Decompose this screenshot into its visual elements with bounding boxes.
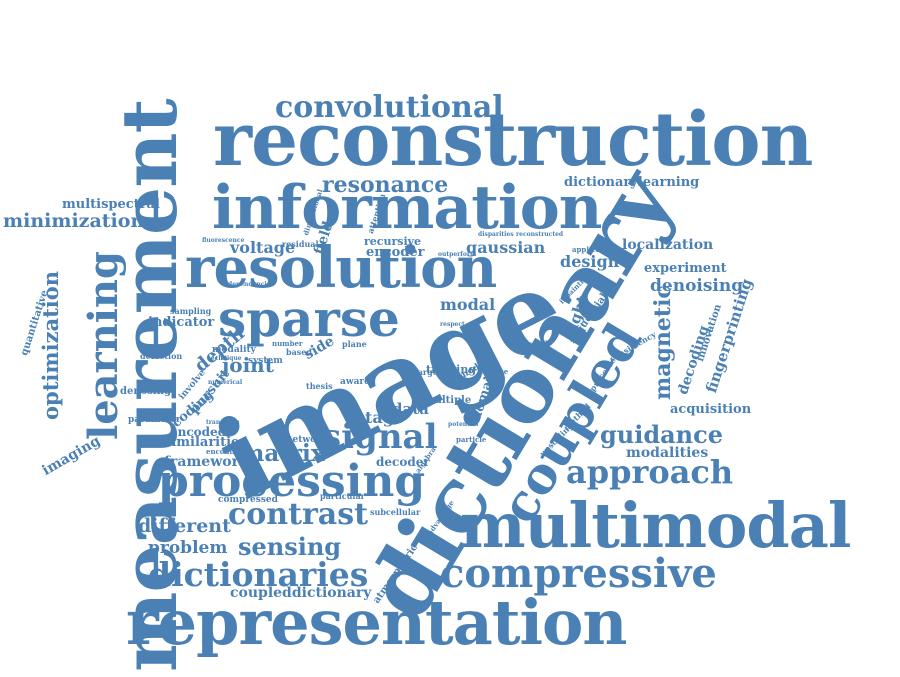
word-aware: aware <box>340 377 370 387</box>
word-multimodal: multimodal <box>460 489 851 562</box>
word-sensing: sensing <box>238 532 342 561</box>
word-application: application <box>572 245 617 254</box>
word-compressed: compressed <box>218 495 278 505</box>
word-particle: particle <box>456 435 487 444</box>
word-recursive: recursive <box>364 235 422 248</box>
word-multiple: multiple <box>424 395 472 406</box>
word-based: based <box>286 347 312 357</box>
word-guidance: guidance <box>600 420 724 449</box>
word-signal: signal <box>322 417 438 457</box>
word-contrast: contrast <box>228 497 368 532</box>
word-similarities: similarities <box>164 435 247 450</box>
word-potential: potential <box>448 421 479 428</box>
word-sparse: sparse <box>218 289 400 348</box>
word-representation: representation <box>126 586 627 659</box>
word-subcellular: subcellular <box>370 507 421 517</box>
word-problem: problem <box>148 538 228 558</box>
word-framework: framework <box>164 454 249 470</box>
word-compressive: compressive <box>440 550 717 597</box>
word-matrix: matrix <box>240 440 325 467</box>
word-different: different <box>138 515 231 537</box>
word-acquisition: acquisition <box>670 402 752 417</box>
word-plane: plane <box>342 339 367 349</box>
word-stage: stage <box>356 408 405 427</box>
word-respect: respect <box>440 321 465 328</box>
word-resolution: resolution <box>185 235 497 301</box>
word-minimization: minimization <box>3 210 145 232</box>
word-transform: transform <box>206 419 240 426</box>
word-denoising: denoising <box>650 276 744 296</box>
word-induced: induced <box>512 339 548 349</box>
word-fluorescence: fluorescence <box>202 237 245 244</box>
word-detection: detection <box>140 351 183 361</box>
word-data: data <box>392 400 429 418</box>
word-learning: learning <box>80 251 127 440</box>
word-denosing: denosing <box>120 386 171 397</box>
word-localization: localization <box>622 237 714 253</box>
word-decoder: decoder <box>376 455 430 469</box>
word-modality: modality <box>212 345 256 355</box>
word-indicator: indicator <box>148 315 215 330</box>
word-gaussian: gaussian <box>466 238 546 257</box>
word-target: target <box>414 367 442 377</box>
word-dictionarylearning: dictionarylearning <box>564 175 700 190</box>
word-residual: residual <box>282 239 319 249</box>
word-joint: joint <box>222 353 274 377</box>
word-numerical: numerical <box>208 379 243 386</box>
word-sampling: sampling <box>170 306 212 316</box>
word-outperform: outperform <box>438 251 477 258</box>
word-encoding: encoding <box>206 447 243 456</box>
word-processing: processing <box>158 456 426 507</box>
word-magnetic: magnetic <box>650 285 676 400</box>
word-encoder: encoder <box>366 245 425 260</box>
word-reconstructed: reconstructed <box>516 231 564 238</box>
word-modal: modal <box>440 295 496 314</box>
word-dictionaries: dictionaries <box>148 555 369 594</box>
word-reconstruction: reconstruction <box>213 97 813 183</box>
word-matrice: matrice <box>478 367 509 376</box>
word-thesis: thesis <box>306 381 333 391</box>
word-training: training <box>426 363 477 376</box>
word-number: number <box>272 339 303 348</box>
word-system: system <box>248 356 283 366</box>
word-network: network <box>286 435 328 445</box>
word-parameter: parameter <box>128 415 181 425</box>
word-voltage: voltage <box>230 238 296 257</box>
word-modalities: modalities <box>626 445 709 461</box>
word-approach: approach <box>566 453 734 491</box>
word-resonance: resonance <box>322 172 449 198</box>
word-experiment: experiment <box>644 261 727 276</box>
word-dependencies: dependencies <box>228 281 274 288</box>
word-encoded: encoded <box>170 425 227 439</box>
word-multispectral: multispectral <box>62 197 160 212</box>
word-convolutional: convolutional <box>275 90 504 125</box>
word-particular: particular <box>320 491 365 501</box>
word-technique: technique <box>208 355 242 362</box>
word-design: design <box>560 252 620 271</box>
word-coupleddictionary: coupleddictionary <box>230 585 372 601</box>
word-information: information <box>212 173 602 243</box>
word-imaging: imaging <box>39 432 104 479</box>
word-disparities: disparities <box>478 231 514 238</box>
